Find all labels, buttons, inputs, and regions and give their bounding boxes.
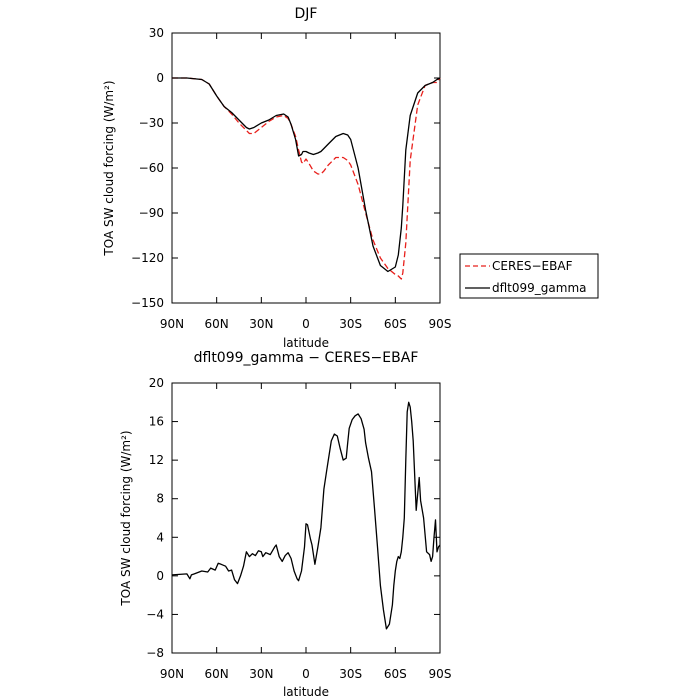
plot-frame-bottom bbox=[171, 382, 441, 654]
y-axis-label-bottom: TOA SW cloud forcing (W/m²) bbox=[119, 430, 133, 606]
legend: CERES−EBAF dflt099_gamma bbox=[459, 253, 599, 299]
legend-label-ceres: CERES−EBAF bbox=[492, 259, 573, 273]
y-tick-label: −120 bbox=[131, 251, 164, 265]
y-tick-label: 30 bbox=[149, 26, 164, 40]
series-line-ceres-ebaf bbox=[172, 77, 441, 280]
y-tick-label: 4 bbox=[156, 530, 164, 544]
x-tick-label: 30S bbox=[339, 317, 362, 331]
chart-title-top: DJF bbox=[295, 6, 318, 22]
plot-frame-top bbox=[171, 32, 441, 304]
x-tick-label: 90S bbox=[429, 317, 452, 331]
x-tick-label: 90N bbox=[160, 317, 184, 331]
series-line-difference bbox=[171, 401, 441, 630]
y-tick-label: 8 bbox=[156, 492, 164, 506]
x-tick-label: 60S bbox=[384, 317, 407, 331]
y-tick-label: −60 bbox=[139, 161, 164, 175]
x-tick-label: 0 bbox=[302, 667, 310, 681]
x-tick-label: 30S bbox=[339, 667, 362, 681]
tick-group-top: 90N 60N 30N 0 30S 60S 90S 30 0 −30 −60 −90 −120 −150 bbox=[131, 26, 451, 331]
chart-panel-top: DJF 90N 60N 30N 0 30S 60S 90S 30 0 −30 −60 −90 −120 −… bbox=[102, 6, 599, 350]
y-tick-label: 0 bbox=[156, 569, 164, 583]
y-tick-label: −90 bbox=[139, 206, 164, 220]
series-group-bottom bbox=[171, 401, 441, 630]
x-tick-label: 60N bbox=[205, 317, 229, 331]
x-tick-label: 90N bbox=[160, 667, 184, 681]
y-tick-label: 0 bbox=[156, 71, 164, 85]
y-tick-label: −150 bbox=[131, 296, 164, 310]
chart-panel-bottom: dflt099_gamma − CERES−EBAF 90N 60N 30N 0 30S… bbox=[119, 350, 451, 699]
legend-box bbox=[459, 253, 599, 299]
y-tick-label: 20 bbox=[149, 376, 164, 390]
tick-group-bottom: 90N 60N 30N 0 30S 60S 90S 20 16 12 8 4 0 −4 −8 bbox=[146, 376, 451, 681]
y-tick-label: −8 bbox=[146, 646, 164, 660]
y-axis-label-top: TOA SW cloud forcing (W/m²) bbox=[102, 80, 116, 256]
chart-title-bottom: dflt099_gamma − CERES−EBAF bbox=[194, 350, 419, 366]
y-tick-label: −4 bbox=[146, 607, 164, 621]
x-tick-label: 60N bbox=[205, 667, 229, 681]
x-tick-label: 90S bbox=[429, 667, 452, 681]
series-group-top bbox=[172, 77, 441, 280]
x-tick-label: 60S bbox=[384, 667, 407, 681]
y-tick-label: 16 bbox=[149, 415, 164, 429]
x-tick-label: 30N bbox=[249, 667, 273, 681]
y-tick-label: 12 bbox=[149, 453, 164, 467]
x-axis-label-bottom: latitude bbox=[283, 685, 329, 699]
x-tick-label: 0 bbox=[302, 317, 310, 331]
x-tick-label: 30N bbox=[249, 317, 273, 331]
series-line-dflt099-gamma bbox=[172, 77, 441, 273]
legend-label-model: dflt099_gamma bbox=[492, 281, 587, 295]
x-axis-label-top: latitude bbox=[283, 336, 329, 350]
y-tick-label: −30 bbox=[139, 116, 164, 130]
